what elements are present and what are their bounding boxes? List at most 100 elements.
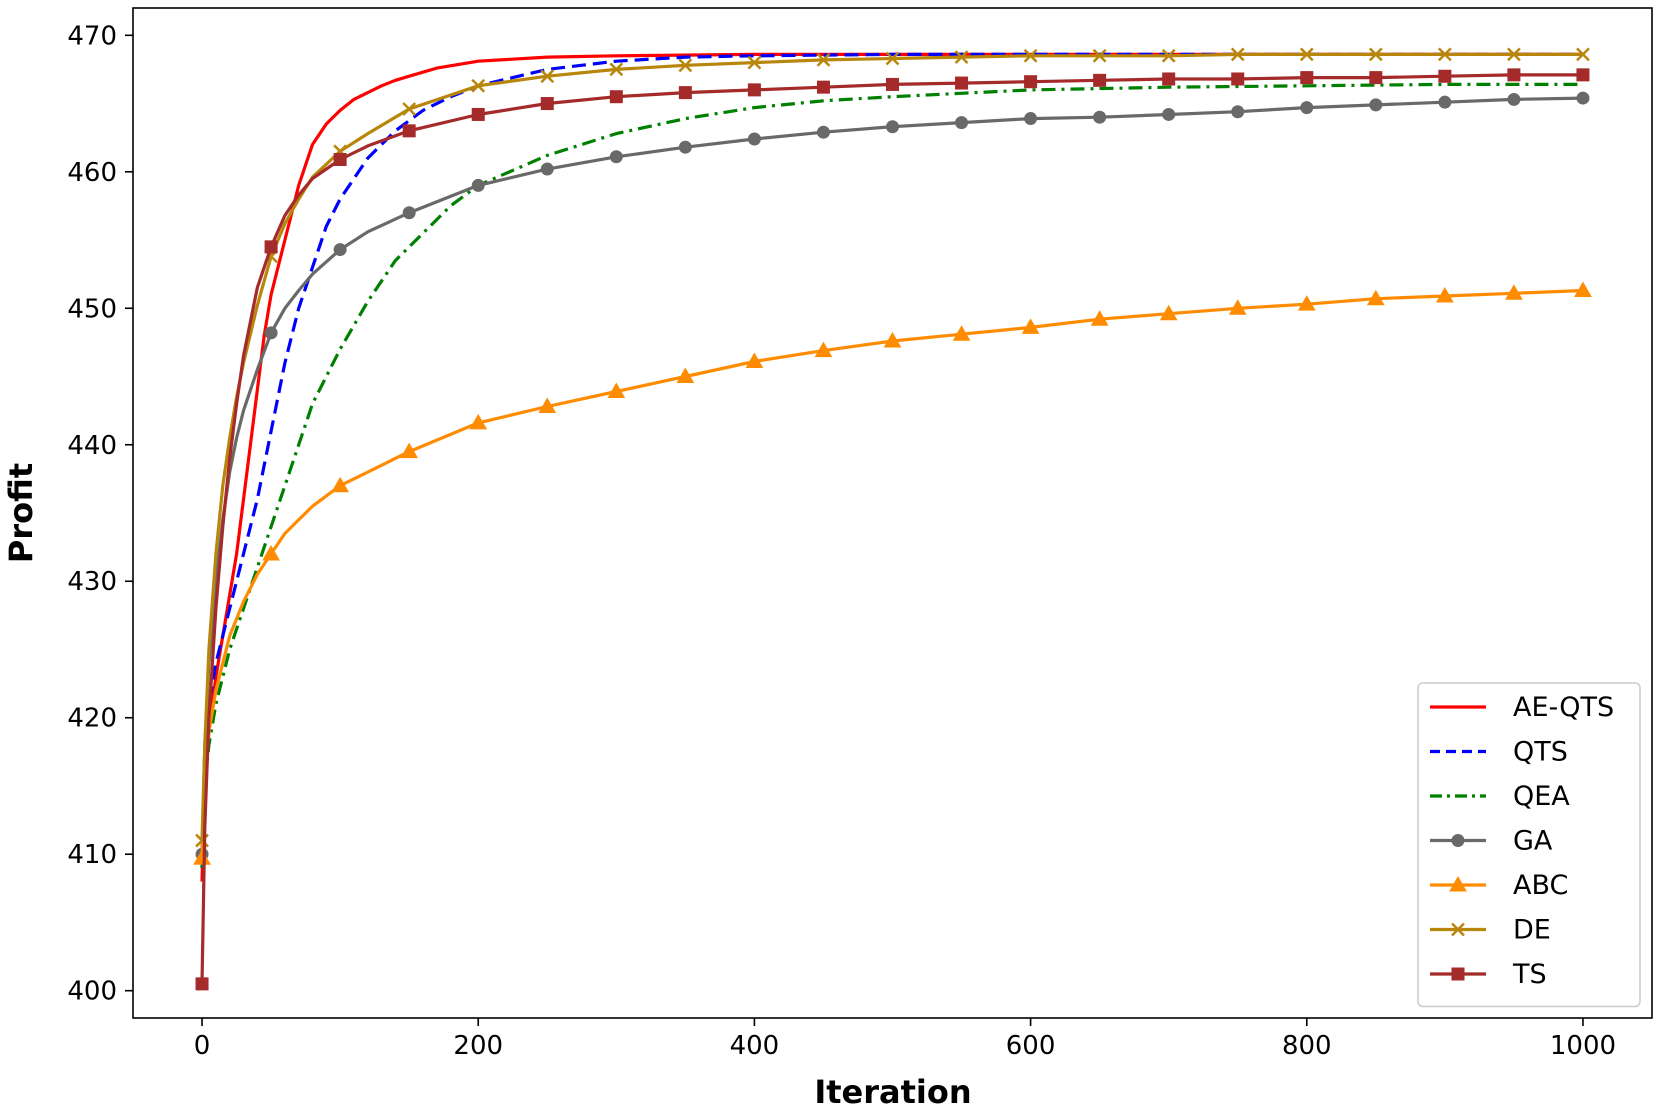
series-line-ae-qts (200, 52, 1583, 882)
data-point-ga (1438, 95, 1452, 109)
x-tick-label: 0 (194, 1031, 211, 1061)
legend-label: QEA (1513, 781, 1570, 812)
y-tick-label: 410 (67, 840, 117, 870)
data-point-ts (195, 977, 209, 991)
data-point-ga (886, 120, 899, 134)
data-point-ts (402, 124, 416, 138)
series-de (195, 47, 1590, 848)
data-point-de (885, 51, 900, 66)
y-tick-label: 400 (67, 977, 117, 1007)
series-abc (193, 281, 1592, 865)
data-point-abc (331, 476, 349, 493)
data-point-abc (814, 341, 833, 358)
legend-marker (1451, 834, 1465, 847)
legend-item-qea: QEA (1430, 781, 1570, 812)
legend-item-ae-qts: AE-QTS (1430, 692, 1614, 723)
x-tick-label: 200 (453, 1031, 503, 1061)
data-point-abc (400, 442, 419, 459)
data-point-ts (1300, 71, 1314, 85)
data-point-abc (1366, 289, 1385, 306)
x-axis: 0 200 400 600 800 1000 (194, 1018, 1616, 1061)
x-axis-title: Iteration (814, 1073, 971, 1111)
data-point-de (471, 78, 486, 93)
data-point-ts (747, 83, 761, 97)
legend-marker (1451, 922, 1465, 937)
data-point-ga (1369, 98, 1383, 112)
series-line-qts (200, 52, 1583, 868)
data-point-ga (678, 140, 692, 154)
legend-item-ts: TS (1430, 959, 1547, 990)
y-tick-label: 440 (67, 431, 117, 461)
legend-box (1417, 682, 1641, 1008)
data-point-de (954, 50, 969, 65)
data-point-ga (955, 116, 969, 130)
data-point-abc (952, 325, 971, 341)
legend-label: DE (1513, 915, 1551, 946)
y-axis: 400 410 420 430 440 450 460 470 (67, 21, 133, 1007)
data-point-ga (1300, 101, 1314, 115)
legend: AE-QTS QTS QEA GA ABC DE TS (1417, 682, 1641, 1008)
data-point-ga (1231, 105, 1245, 119)
series-ts (195, 68, 1590, 991)
data-point-de (1437, 47, 1452, 62)
data-point-ga (1093, 110, 1107, 124)
data-point-ga (1162, 107, 1176, 121)
legend-label: ABC (1513, 870, 1568, 901)
data-point-ts (1369, 71, 1383, 85)
data-point-ga (816, 125, 830, 139)
data-point-de (678, 58, 693, 73)
data-point-abc (193, 849, 211, 865)
data-point-de (402, 102, 417, 116)
data-point-de (1368, 47, 1383, 62)
data-point-abc (1505, 284, 1523, 300)
data-point-de (1023, 48, 1038, 63)
legend-label: TS (1512, 959, 1547, 990)
data-point-ts (1093, 73, 1107, 87)
data-point-abc (469, 413, 488, 430)
data-point-ga (1576, 91, 1590, 105)
y-tick-label: 460 (67, 158, 117, 188)
data-point-ts (955, 76, 969, 90)
x-tick-label: 800 (1282, 1031, 1332, 1061)
x-tick-label: 1000 (1550, 1031, 1616, 1061)
data-point-ga (540, 162, 554, 176)
legend-item-ga: GA (1430, 826, 1553, 857)
data-point-abc (538, 397, 557, 414)
data-point-de (1161, 48, 1176, 63)
data-point-de (1299, 47, 1314, 62)
legend-marker (1449, 875, 1467, 892)
legend-label: GA (1513, 826, 1553, 857)
data-point-abc (883, 332, 902, 348)
data-point-de (609, 62, 624, 77)
data-point-abc (1228, 299, 1247, 315)
legend-label: AE-QTS (1513, 692, 1614, 723)
legend-label: QTS (1513, 737, 1568, 768)
x-tick-label: 400 (730, 1031, 780, 1061)
data-point-ga (1507, 92, 1521, 106)
data-point-ts (1576, 68, 1590, 82)
data-point-abc (607, 382, 626, 399)
y-tick-label: 420 (67, 704, 117, 734)
y-tick-label: 470 (67, 21, 117, 51)
data-point-ts (1438, 69, 1452, 83)
legend-marker (1451, 967, 1465, 981)
series-qea (200, 82, 1583, 868)
data-point-abc (1021, 318, 1040, 334)
plot-frame (132, 7, 1653, 1019)
data-point-ts (886, 77, 899, 91)
data-point-abc (1090, 310, 1109, 326)
data-point-ga (747, 132, 761, 146)
legend-item-de: DE (1430, 915, 1551, 946)
data-point-de (816, 52, 831, 67)
data-point-abc (1297, 295, 1316, 311)
data-point-abc (1574, 281, 1592, 298)
data-point-de (1230, 47, 1245, 62)
data-point-de (1576, 47, 1590, 62)
data-point-ts (540, 97, 554, 111)
legend-item-abc: ABC (1430, 870, 1568, 901)
data-point-ts (1024, 75, 1038, 89)
series-line-abc (200, 288, 1584, 859)
data-point-abc (262, 544, 280, 561)
data-point-abc (1436, 286, 1454, 303)
